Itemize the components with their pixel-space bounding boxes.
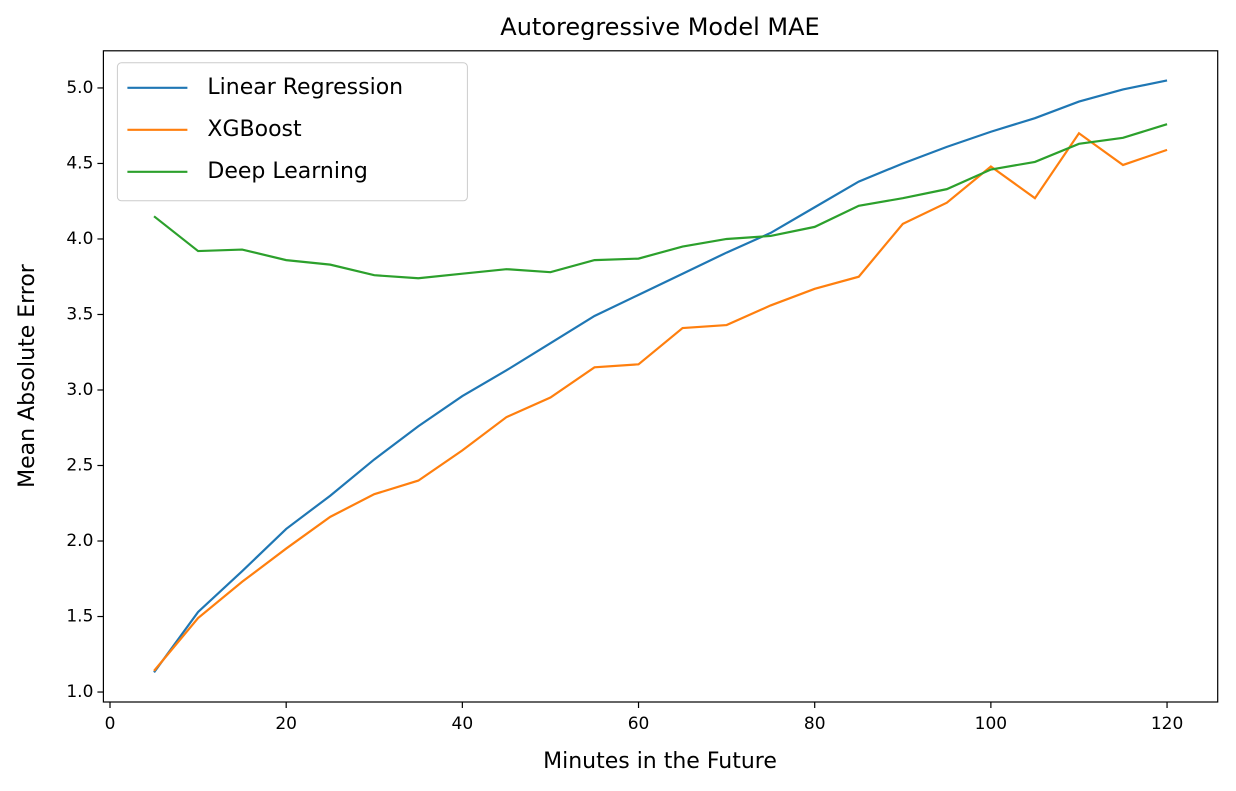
x-axis-label: Minutes in the Future [543, 749, 777, 774]
series-line [153, 131, 1168, 672]
y-tick-label: 4.0 [66, 229, 93, 249]
x-tick-label: 60 [628, 714, 650, 734]
x-tick-label: 100 [975, 714, 1007, 734]
series-line [153, 79, 1168, 674]
series-line [153, 123, 1168, 280]
plot-frame [102, 50, 1219, 703]
x-tick-label: 120 [1151, 714, 1183, 734]
y-tick-label: 5.0 [66, 78, 93, 98]
legend: Linear Regression XGBoost Deep Learning [116, 62, 468, 202]
y-axis-label: Mean Absolute Error [15, 263, 40, 488]
y-tick-label: 4.5 [66, 153, 93, 173]
y-tick-label: 2.5 [66, 456, 93, 476]
y-tick-label: 3.5 [66, 304, 93, 324]
x-tick-label: 20 [275, 714, 297, 734]
x-tick-label: 80 [804, 714, 826, 734]
legend-box [116, 62, 468, 202]
y-tick-label: 2.0 [66, 531, 93, 551]
legend-label: Linear Regression [207, 75, 403, 100]
y-tick-label: 1.5 [66, 607, 93, 627]
x-tick-label: 40 [452, 714, 474, 734]
legend-label: XGBoost [207, 117, 302, 142]
chart-title: Autoregressive Model MAE [500, 13, 819, 41]
x-tick-label: 0 [105, 714, 116, 734]
y-tick-label: 3.0 [66, 380, 93, 400]
y-tick-label: 1.0 [66, 682, 93, 702]
legend-label: Deep Learning [207, 159, 367, 184]
